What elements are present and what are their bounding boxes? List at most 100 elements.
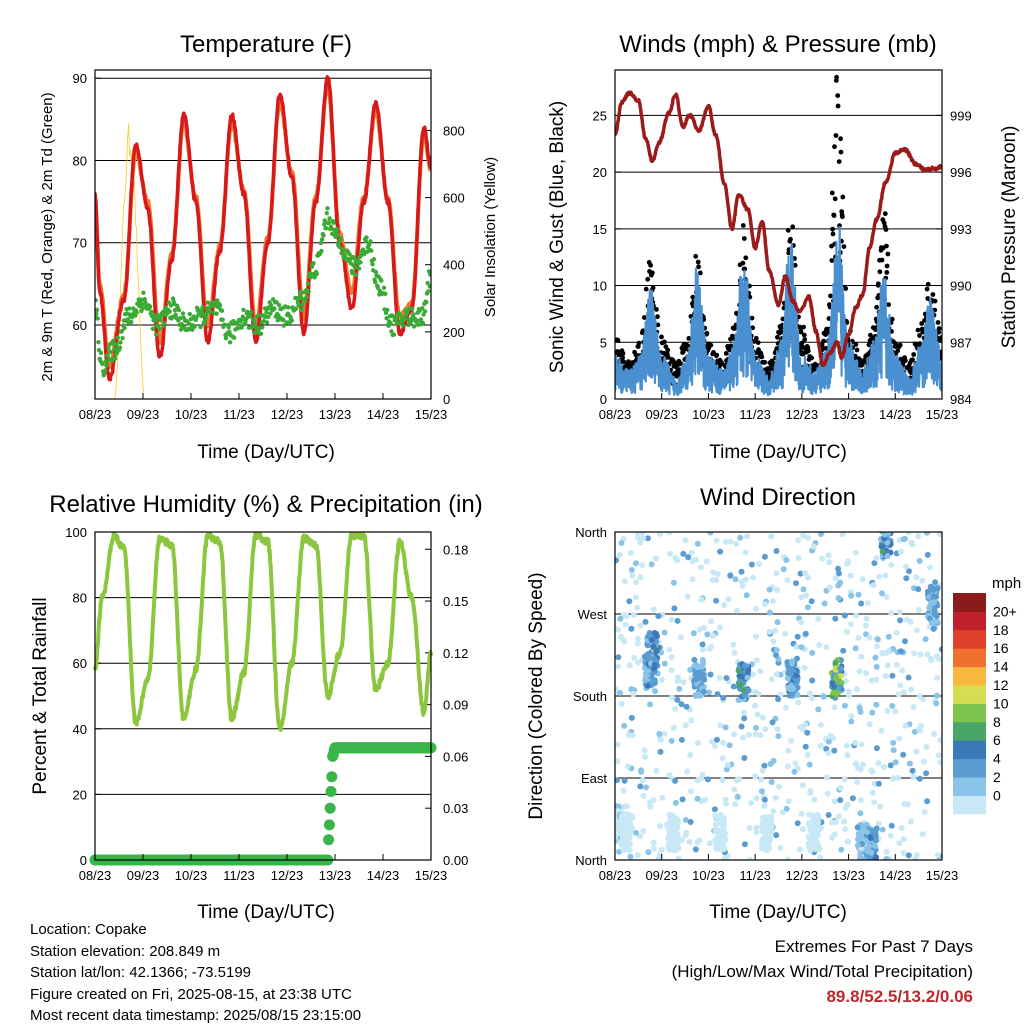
direction-point [723, 675, 730, 681]
gust-point [884, 270, 890, 275]
dewpoint-point [223, 336, 229, 341]
direction-point [694, 839, 701, 846]
direction-point [934, 692, 941, 699]
direction-point [792, 760, 799, 767]
dewpoint-point [112, 347, 117, 352]
direction-point [757, 668, 764, 675]
gust-point [643, 286, 649, 292]
wind-y2tick-label: 990 [950, 279, 972, 294]
direction-point [633, 579, 640, 586]
direction-point [648, 637, 655, 643]
direction-point [905, 852, 912, 859]
dewpoint-point [187, 311, 192, 317]
direction-point [642, 618, 649, 625]
dewpoint-point [167, 309, 172, 314]
direction-point [645, 849, 652, 856]
direction-point [782, 704, 789, 711]
direction-point [717, 814, 724, 820]
direction-point [615, 823, 621, 830]
direction-point [855, 836, 862, 843]
direction-point [839, 532, 846, 538]
direction-point [678, 634, 684, 641]
direction-point [823, 774, 830, 781]
direction-point [852, 739, 859, 746]
direction-point [808, 695, 815, 702]
rh-ytick-label: 80 [73, 591, 87, 606]
direction-point [825, 812, 832, 818]
gust-point [714, 352, 720, 358]
direction-point [873, 676, 880, 683]
gust-point [655, 322, 661, 328]
direction-point [896, 735, 903, 742]
gust-point [879, 257, 885, 263]
direction-point [730, 683, 737, 690]
gust-point [866, 342, 872, 348]
direction-point [761, 762, 768, 769]
precip-point [323, 834, 335, 846]
rh-xtick-label: 10/23 [175, 868, 208, 883]
direction-point [883, 855, 890, 860]
direction-point [836, 570, 842, 577]
direction-point [707, 532, 714, 536]
direction-point [875, 780, 882, 787]
precip-series [89, 742, 437, 866]
dewpoint-point [105, 353, 111, 358]
dewpoint-point [356, 266, 362, 271]
direction-point [653, 648, 660, 655]
direction-point [734, 607, 740, 614]
dewpoint-point [238, 318, 243, 323]
gust-point [821, 338, 826, 344]
dewpoint-point [293, 306, 299, 311]
direction-point [748, 561, 755, 568]
direction-point [793, 580, 799, 587]
colorbar-swatch [953, 593, 986, 612]
direction-point [623, 613, 630, 620]
direction-point [935, 752, 942, 759]
dewpoint-point [172, 308, 178, 313]
direction-point [686, 839, 693, 845]
direction-point [647, 803, 654, 810]
direction-point [619, 812, 625, 819]
direction-point [816, 642, 823, 648]
wind-xtick-label: 15/23 [926, 407, 959, 422]
direction-point [842, 826, 849, 832]
direction-point [852, 645, 859, 652]
direction-point [848, 621, 854, 628]
direction-point [795, 537, 802, 544]
wind-xtick-label: 11/23 [739, 407, 771, 422]
direction-point [780, 566, 787, 573]
direction-point [883, 848, 890, 855]
direction-point [916, 607, 923, 613]
direction-point [634, 635, 641, 642]
wind-xtick-label: 14/23 [879, 407, 912, 422]
direction-point [905, 674, 912, 681]
direction-point [670, 579, 677, 586]
dir-ytick-label: West [578, 607, 608, 622]
direction-point [666, 772, 673, 779]
rh-ytick-label: 60 [73, 656, 87, 671]
rh-y2tick-label: 0.06 [443, 749, 468, 764]
direction-point [900, 850, 907, 856]
gust-point [884, 243, 889, 249]
direction-point [682, 817, 689, 823]
direction-point [704, 631, 711, 638]
colorbar-swatch [953, 703, 986, 723]
direction-point [648, 561, 655, 568]
direction-point [856, 668, 863, 675]
direction-point [626, 847, 633, 854]
dewpoint-point [147, 304, 153, 309]
wind-ytick-label: 20 [593, 165, 607, 180]
direction-point [668, 654, 675, 661]
direction-point [704, 776, 711, 783]
direction-point [671, 605, 678, 612]
temp-xtick-label: 08/23 [79, 407, 112, 422]
dewpoint-point [220, 317, 225, 322]
dewpoint-point [414, 318, 420, 323]
direction-point [841, 702, 848, 709]
dewpoint-point [108, 349, 113, 355]
direction-point [841, 612, 848, 619]
direction-point [761, 803, 768, 809]
dewpoint-point [304, 294, 309, 299]
direction-point [740, 687, 747, 694]
direction-point [784, 675, 791, 682]
